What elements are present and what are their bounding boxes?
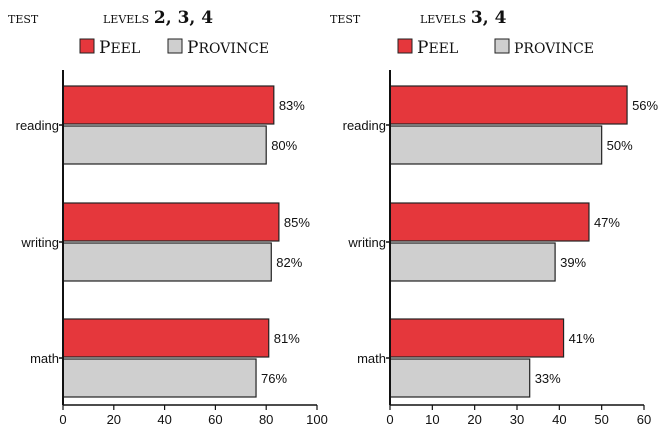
levels-word: levels xyxy=(420,9,471,27)
x-tick-label: 80 xyxy=(259,412,273,427)
legend-rest: EEL xyxy=(110,41,140,57)
legend-swatch-peel xyxy=(397,38,413,54)
levels-label: levels 3, 4 xyxy=(420,8,507,28)
legend-label-peel: PEEL xyxy=(99,38,140,58)
x-tick-label: 100 xyxy=(306,412,328,427)
x-tick-label: 30 xyxy=(510,412,524,427)
legend-rest: PROVINCE xyxy=(514,41,594,57)
bar-reading-peel xyxy=(62,85,275,125)
x-tick-label: 20 xyxy=(107,412,121,427)
bar-writing-peel xyxy=(62,202,280,242)
bar-reading-province xyxy=(62,125,267,165)
legend-swatch-province xyxy=(167,38,183,54)
bar-writing-province xyxy=(62,242,272,282)
category-label-math: math xyxy=(30,351,59,366)
x-tick-label: 40 xyxy=(157,412,171,427)
value-label-math-province: 76% xyxy=(261,371,287,386)
levels-label: levels 2, 3, 4 xyxy=(103,8,213,28)
bar-math-province xyxy=(389,358,531,398)
legend-initial: P xyxy=(417,38,428,58)
legend-initial: P xyxy=(187,38,198,58)
category-label-math: math xyxy=(357,351,386,366)
bar-math-peel xyxy=(389,318,565,358)
x-tick-label: 10 xyxy=(425,412,439,427)
bar-reading-peel xyxy=(389,85,628,125)
category-label-reading: reading xyxy=(16,118,59,133)
bar-writing-province xyxy=(389,242,556,282)
chart-panel-2: test levels 3, 4 PEEL PROVINCE 56% 50% reading… xyxy=(330,8,659,427)
x-tick-label: 0 xyxy=(386,412,393,427)
legend-rest: EEL xyxy=(428,41,458,57)
x-tick-label: 50 xyxy=(594,412,608,427)
levels-value: 2, 3, 4 xyxy=(154,8,213,28)
legend-swatch-peel xyxy=(79,38,95,54)
value-label-writing-peel: 85% xyxy=(284,215,310,230)
bar-writing-peel xyxy=(389,202,590,242)
category-label-writing: writing xyxy=(347,235,386,250)
x-tick-label: 0 xyxy=(59,412,66,427)
bar-math-peel xyxy=(62,318,270,358)
bar-math-province xyxy=(62,358,257,398)
x-tick-label: 20 xyxy=(467,412,481,427)
test-label: test xyxy=(330,9,361,27)
category-label-writing: writing xyxy=(20,235,59,250)
x-tick-label: 40 xyxy=(552,412,566,427)
bar-reading-province xyxy=(389,125,603,165)
x-tick-label: 60 xyxy=(637,412,651,427)
value-label-math-province: 33% xyxy=(535,371,561,386)
value-label-math-peel: 81% xyxy=(274,331,300,346)
levels-value: 3, 4 xyxy=(471,8,507,28)
category-label-reading: reading xyxy=(343,118,386,133)
value-label-math-peel: 41% xyxy=(569,331,595,346)
legend-label-peel: PEEL xyxy=(417,38,458,58)
levels-word: levels xyxy=(103,9,154,27)
legend-label-province: PROVINCE xyxy=(514,41,594,57)
x-tick-label: 60 xyxy=(208,412,222,427)
legend-label-province: PROVINCE xyxy=(187,38,269,58)
value-label-reading-province: 50% xyxy=(607,138,633,153)
value-label-writing-peel: 47% xyxy=(594,215,620,230)
value-label-reading-peel: 83% xyxy=(279,98,305,113)
legend-swatch-province xyxy=(494,38,510,54)
value-label-reading-province: 80% xyxy=(271,138,297,153)
value-label-reading-peel: 56% xyxy=(632,98,658,113)
value-label-writing-province: 39% xyxy=(560,255,586,270)
legend-initial: P xyxy=(99,38,110,58)
legend-rest: ROVINCE xyxy=(198,41,269,57)
test-label: test xyxy=(8,9,39,27)
value-label-writing-province: 82% xyxy=(276,255,302,270)
